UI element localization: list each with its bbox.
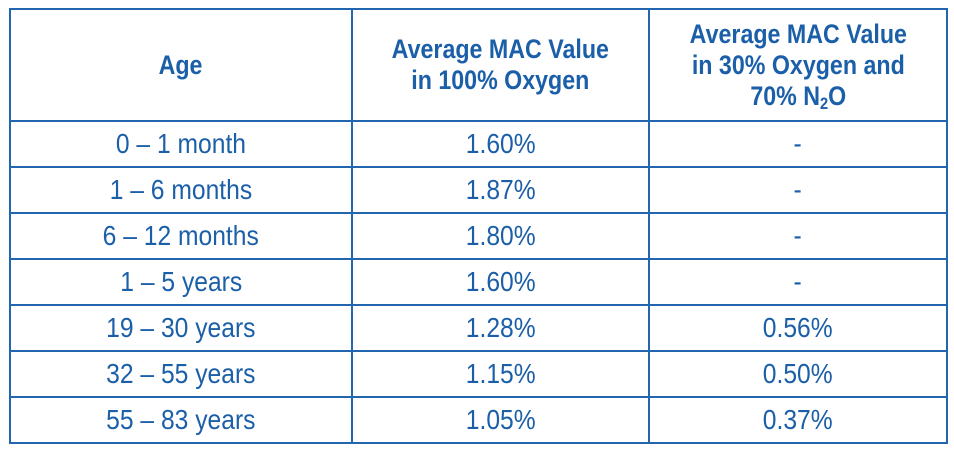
header-mac-30-subscript: 2 <box>819 93 828 113</box>
cell-mac-30: 0.37% <box>648 396 948 444</box>
cell-age: 6 – 12 months <box>9 212 353 260</box>
mac-values-table: Age Average MAC Value in 100% Oxygen Ave… <box>9 8 948 444</box>
table-row: 19 – 30 years 1.28% 0.56% <box>9 304 948 352</box>
cell-mac-30: 0.56% <box>648 304 948 352</box>
table-row: 0 – 1 month 1.60% - <box>9 120 948 168</box>
cell-mac-100: 1.60% <box>351 258 650 306</box>
table-row: 1 – 6 months 1.87% - <box>9 166 948 214</box>
header-mac-30-line3-pre: 70% N <box>750 80 820 111</box>
cell-mac-30-text: 0.50% <box>763 358 833 389</box>
table-row: 55 – 83 years 1.05% 0.37% <box>9 396 948 444</box>
header-mac-100-oxygen: Average MAC Value in 100% Oxygen <box>351 8 650 122</box>
table-row: 1 – 5 years 1.60% - <box>9 258 948 306</box>
cell-mac-30: 0.50% <box>648 350 948 398</box>
cell-mac-30-text: - <box>793 220 803 251</box>
mac-table-container: Age Average MAC Value in 100% Oxygen Ave… <box>9 8 948 444</box>
cell-mac-30-text: - <box>793 266 803 297</box>
cell-mac-100-text: 1.60% <box>465 128 536 159</box>
header-mac-30-line1: Average MAC Value <box>689 18 907 49</box>
cell-age-text: 32 – 55 years <box>106 358 256 389</box>
cell-age: 1 – 6 months <box>9 166 353 214</box>
cell-mac-30: - <box>648 258 948 306</box>
cell-age-text: 19 – 30 years <box>106 312 256 343</box>
cell-age-text: 1 – 6 months <box>109 174 253 205</box>
cell-age: 1 – 5 years <box>9 258 353 306</box>
cell-mac-100: 1.15% <box>351 350 650 398</box>
cell-mac-30-text: - <box>793 128 803 159</box>
cell-mac-30: - <box>648 166 948 214</box>
cell-age-text: 55 – 83 years <box>106 404 256 435</box>
cell-mac-100: 1.87% <box>351 166 650 214</box>
cell-mac-100: 1.05% <box>351 396 650 444</box>
table-row: 6 – 12 months 1.80% - <box>9 212 948 260</box>
cell-mac-100: 1.28% <box>351 304 650 352</box>
header-age-label: Age <box>159 49 203 80</box>
header-mac-100-line1: Average MAC Value <box>391 34 610 64</box>
header-age: Age <box>9 8 353 122</box>
cell-age: 19 – 30 years <box>9 304 353 352</box>
cell-mac-30: - <box>648 120 948 168</box>
cell-age: 32 – 55 years <box>9 350 353 398</box>
cell-mac-100-text: 1.60% <box>465 266 536 297</box>
header-mac-30-line2: in 30% Oxygen and <box>691 49 905 80</box>
cell-mac-100-text: 1.87% <box>465 174 536 205</box>
cell-mac-100-text: 1.80% <box>465 220 536 251</box>
table-header-row: Age Average MAC Value in 100% Oxygen Ave… <box>9 8 948 122</box>
cell-mac-100-text: 1.15% <box>465 358 536 389</box>
cell-mac-30: - <box>648 212 948 260</box>
table-row: 32 – 55 years 1.15% 0.50% <box>9 350 948 398</box>
cell-mac-100-text: 1.28% <box>465 312 536 343</box>
cell-mac-30-text: 0.56% <box>763 312 833 343</box>
cell-age-text: 1 – 5 years <box>120 266 242 297</box>
cell-mac-30-text: - <box>793 174 803 205</box>
header-mac-100-line2: in 100% Oxygen <box>411 65 590 95</box>
cell-mac-30-text: 0.37% <box>763 404 833 435</box>
cell-age: 0 – 1 month <box>9 120 353 168</box>
header-mac-30-oxygen-n2o: Average MAC Value in 30% Oxygen and 70% … <box>648 8 948 122</box>
cell-mac-100-text: 1.05% <box>465 404 536 435</box>
cell-mac-100: 1.80% <box>351 212 650 260</box>
cell-age-text: 6 – 12 months <box>102 220 260 251</box>
cell-age: 55 – 83 years <box>9 396 353 444</box>
cell-mac-100: 1.60% <box>351 120 650 168</box>
header-mac-30-line3-post: O <box>827 80 846 111</box>
cell-age-text: 0 – 1 month <box>115 128 247 159</box>
